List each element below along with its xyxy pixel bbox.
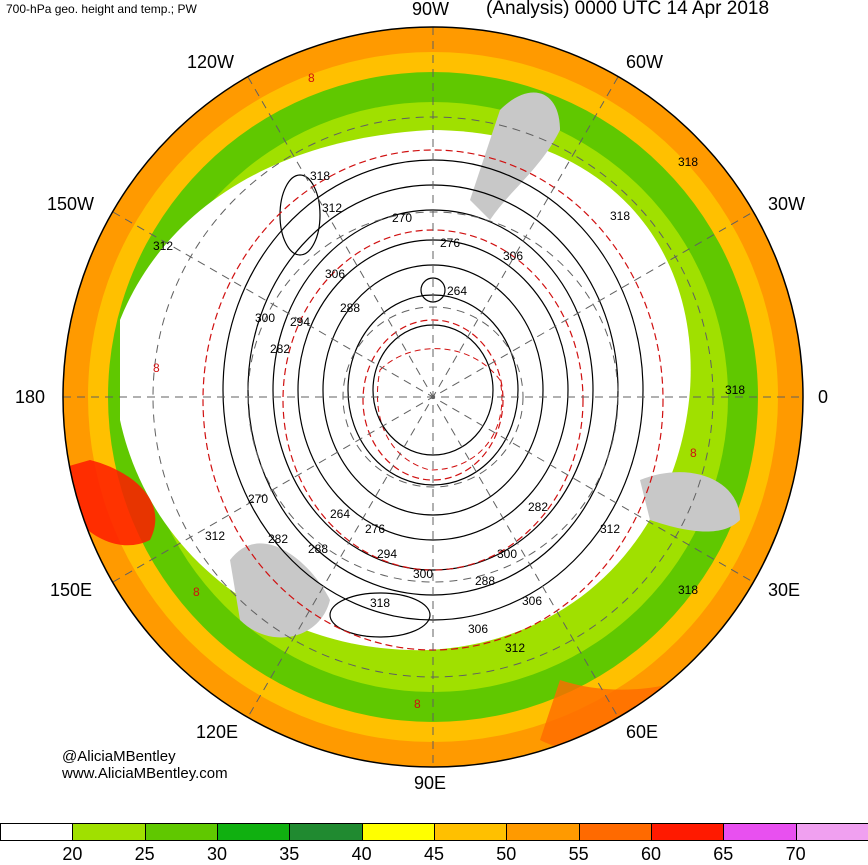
contour-label: 300 xyxy=(413,567,433,581)
contour-label: 318 xyxy=(678,155,698,169)
colorbar-cell xyxy=(795,823,868,841)
contour-label: 312 xyxy=(600,522,620,536)
credit-twitter: @AliciaMBentley xyxy=(62,748,176,765)
contour-label: 288 xyxy=(308,542,328,556)
pw-colorbar xyxy=(0,823,868,843)
colorbar-cell xyxy=(578,823,652,841)
contour-label: 264 xyxy=(330,507,350,521)
contour-label: 282 xyxy=(528,500,548,514)
contour-label: 264 xyxy=(447,284,467,298)
colorbar-cell xyxy=(723,823,797,841)
contour-label: 8 xyxy=(153,361,160,375)
lon-label-120e: 120E xyxy=(196,722,239,742)
polar-map: 318 312 306 300 294 288 282 276 270 264 … xyxy=(62,26,804,768)
colorbar-tick-label: 70 xyxy=(785,844,806,864)
contour-label: 312 xyxy=(153,239,173,253)
colorbar-cell xyxy=(0,823,74,841)
contour-label: 8 xyxy=(414,697,421,711)
colorbar-cell xyxy=(216,823,291,841)
lon-label-150w: 150W xyxy=(47,194,95,214)
lon-label-60w: 60W xyxy=(626,52,664,72)
colorbar-cell xyxy=(506,823,580,841)
graticule xyxy=(63,27,803,767)
colorbar-cell xyxy=(433,823,508,841)
contour-label: 288 xyxy=(475,574,495,588)
contour-label: 276 xyxy=(365,522,385,536)
land-greenland xyxy=(470,92,560,220)
colorbar-cell xyxy=(144,823,218,841)
map-boundary xyxy=(62,26,804,768)
contour-label: 312 xyxy=(505,641,525,655)
contour-label: 306 xyxy=(468,622,488,636)
contour-label: 300 xyxy=(255,311,275,325)
map-subtitle: 700-hPa geo. height and temp.; PW xyxy=(6,2,197,16)
lon-label-120w: 120W xyxy=(187,52,235,72)
colorbar-cell xyxy=(361,823,435,841)
contour-label: 306 xyxy=(503,249,523,263)
colorbar-tick-label: 60 xyxy=(640,844,661,864)
lon-label-30e: 30E xyxy=(768,580,801,600)
lon-label-0: 0 xyxy=(818,387,829,407)
colorbar-tick-label: 30 xyxy=(206,844,227,864)
colorbar-cell xyxy=(650,823,725,841)
contour-label: 318 xyxy=(310,169,330,183)
credit-website: www.AliciaMBentley.com xyxy=(62,765,228,782)
colorbar-tick-label: 50 xyxy=(496,844,517,864)
contour-label: 318 xyxy=(610,209,630,223)
colorbar-tick-label: 35 xyxy=(279,844,300,864)
contour-labels: 318 312 306 300 294 288 282 276 270 264 … xyxy=(153,71,745,711)
lon-label-30w: 30W xyxy=(768,194,806,214)
contour-label: 306 xyxy=(522,594,542,608)
lon-label-150e: 150E xyxy=(50,580,93,600)
contour-label: 288 xyxy=(340,301,360,315)
lon-label-180: 180 xyxy=(15,387,46,407)
contour-label: 312 xyxy=(322,201,342,215)
land-africa xyxy=(640,472,740,532)
contour-label: 270 xyxy=(392,211,412,225)
contour-label: 8 xyxy=(308,71,315,85)
contour-label: 270 xyxy=(248,492,268,506)
map-title: (Analysis) 0000 UTC 14 Apr 2018 xyxy=(486,0,770,19)
colorbar-tick-label: 25 xyxy=(134,844,155,864)
contour-label: 8 xyxy=(690,446,697,460)
contour-label: 294 xyxy=(377,547,397,561)
colorbar-tick-label: 20 xyxy=(62,844,83,864)
contour-label: 306 xyxy=(325,267,345,281)
land-australia xyxy=(230,543,330,638)
colorbar-cell xyxy=(72,823,146,841)
contour-label: 300 xyxy=(497,547,517,561)
contour-label: 8 xyxy=(193,585,200,599)
pw-band-60 xyxy=(63,460,156,546)
contour-label: 282 xyxy=(270,342,290,356)
lon-label-90e: 90E xyxy=(414,773,447,793)
colorbar-tick-label: 65 xyxy=(713,844,734,864)
contour-label: 312 xyxy=(205,529,225,543)
lon-label-60e: 60E xyxy=(626,722,659,742)
contour-label: 282 xyxy=(268,532,288,546)
colorbar-tick-label: 40 xyxy=(351,844,372,864)
colorbar-tick-label: 45 xyxy=(423,844,444,864)
contour-label: 318 xyxy=(678,583,698,597)
contour-label: 294 xyxy=(290,315,310,329)
contour-label: 318 xyxy=(370,596,390,610)
colorbar-tick-label: 55 xyxy=(568,844,589,864)
contour-label: 276 xyxy=(440,236,460,250)
colorbar-cell xyxy=(289,823,363,841)
contour-label: 318 xyxy=(725,383,745,397)
lon-label-90w: 90W xyxy=(412,0,450,19)
